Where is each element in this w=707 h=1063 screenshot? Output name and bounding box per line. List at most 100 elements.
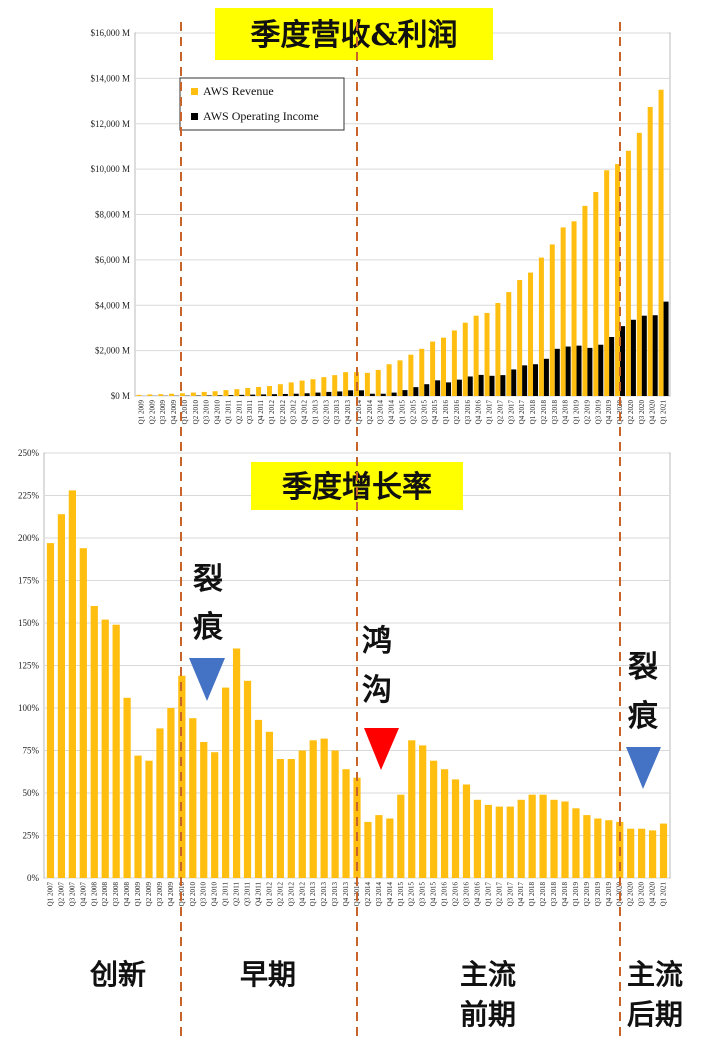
crack-1-char-2: 痕 <box>193 610 224 645</box>
x-tick-label: Q3 2015 <box>420 400 428 425</box>
bar-aws-operating-income-q1-2012 <box>271 394 277 396</box>
x-tick-label: Q3 2014 <box>377 400 385 425</box>
x-tick-label: Q2 2011 <box>235 400 243 425</box>
crack-2-char-2: 痕 <box>628 699 659 734</box>
bar-growth-q4-2010 <box>211 752 219 878</box>
bar-aws-revenue-q1-2015 <box>397 360 403 396</box>
bar-growth-q2-2008 <box>101 619 109 878</box>
x-tick-label: Q4 2009 <box>170 400 178 425</box>
bar-growth-q4-2014 <box>386 818 394 878</box>
legend-label-income: AWS Operating Income <box>203 109 319 123</box>
bar-aws-revenue-q3-2014 <box>375 369 381 396</box>
bar-aws-operating-income-q3-2011 <box>250 394 256 396</box>
bar-aws-revenue-q2-2018 <box>538 257 544 396</box>
bar-growth-q2-2009 <box>145 760 153 878</box>
x-tick-label: Q2 2015 <box>408 882 416 907</box>
bar-aws-operating-income-q2-2017 <box>500 375 506 396</box>
x-tick-label: Q3 2007 <box>68 882 76 907</box>
annotation-gap: 鸿 沟 <box>362 624 399 770</box>
x-tick-label: Q4 2008 <box>123 882 131 907</box>
bar-aws-revenue-q1-2012 <box>266 386 272 396</box>
bar-aws-revenue-q4-2012 <box>299 380 305 396</box>
bar-aws-operating-income-q3-2014 <box>380 393 386 396</box>
y-tick-label: 175% <box>18 576 40 586</box>
bar-aws-revenue-q4-2009 <box>169 393 175 396</box>
bar-growth-q4-2020 <box>648 830 657 878</box>
bar-aws-revenue-q2-2019 <box>582 205 588 396</box>
bar-growth-q3-2019 <box>594 818 602 878</box>
y-tick-label: $6,000 M <box>95 255 130 265</box>
x-tick-label: Q1 2015 <box>397 882 405 907</box>
revenue-legend: AWS Revenue AWS Operating Income <box>179 77 345 131</box>
bar-aws-operating-income-q3-2019 <box>598 344 604 396</box>
x-tick-label: Q3 2019 <box>594 882 602 907</box>
bar-growth-q4-2011 <box>254 719 263 878</box>
phase-dividers <box>180 22 621 1040</box>
bar-aws-revenue-q4-2010 <box>212 391 218 396</box>
bar-growth-q3-2012 <box>287 759 295 878</box>
x-tick-label: Q3 2012 <box>287 882 295 907</box>
revenue-chart: $0 M $2,000 M $4,000 M $6,000 M $8,000 M $10,… <box>90 8 671 425</box>
x-tick-label: Q4 2016 <box>475 400 483 425</box>
bar-aws-operating-income-q1-2019 <box>576 345 582 396</box>
y-tick-label: 150% <box>18 618 40 628</box>
bar-growth-q4-2017 <box>517 799 525 878</box>
phase-labels: 创新 早期 主流 前期 主流 后期 <box>89 958 683 1031</box>
x-tick-label: Q3 2020 <box>638 882 646 907</box>
bar-aws-revenue-q3-2009 <box>158 394 164 396</box>
x-tick-label: Q2 2020 <box>627 882 635 907</box>
bar-aws-operating-income-q4-2013 <box>348 390 354 396</box>
x-tick-label: Q2 2018 <box>540 400 548 425</box>
y-tick-label: 25% <box>23 831 40 841</box>
bar-aws-operating-income-q1-2020 <box>620 326 626 396</box>
bar-growth-q2-2012 <box>276 759 284 878</box>
bar-growth-q2-2018 <box>539 794 547 878</box>
x-tick-label: Q4 2010 <box>214 400 222 425</box>
x-tick-label: Q4 2015 <box>431 400 439 425</box>
x-tick-label: Q2 2018 <box>539 882 547 907</box>
x-tick-label: Q1 2012 <box>268 400 276 425</box>
bar-aws-operating-income-q2-2014 <box>369 393 375 396</box>
x-tick-label: Q1 2018 <box>529 400 537 425</box>
x-tick-label: Q1 2014 <box>355 400 363 425</box>
x-tick-label: Q1 2021 <box>660 400 668 425</box>
x-tick-label: Q3 2018 <box>550 882 558 907</box>
bar-aws-revenue-q3-2016 <box>462 322 468 396</box>
y-tick-label: 200% <box>18 533 40 543</box>
y-tick-label: $0 M <box>111 391 130 401</box>
bar-aws-revenue-q3-2017 <box>506 292 512 396</box>
bar-aws-revenue-q1-2019 <box>571 221 577 396</box>
x-tick-label: Q1 2012 <box>265 882 273 907</box>
bar-growth-q1-2015 <box>397 794 405 878</box>
x-tick-label: Q2 2008 <box>101 882 109 907</box>
bar-growth-q2-2013 <box>320 738 328 878</box>
bar-aws-revenue-q1-2009 <box>136 394 142 396</box>
x-tick-label: Q4 2014 <box>388 400 396 425</box>
x-tick-label: Q4 2009 <box>167 882 175 907</box>
x-tick-label: Q3 2015 <box>419 882 427 907</box>
x-tick-label: Q4 2017 <box>517 882 525 907</box>
x-tick-label: Q2 2011 <box>233 882 241 907</box>
y-tick-label: $2,000 M <box>95 346 130 356</box>
gap-char-1: 鸿 <box>362 624 392 659</box>
y-tick-label: $10,000 M <box>90 164 130 174</box>
bar-growth-q1-2011 <box>222 687 230 878</box>
bar-aws-revenue-q3-2019 <box>593 192 599 396</box>
x-tick-label: Q4 2017 <box>518 400 526 425</box>
bar-aws-revenue-q3-2020 <box>636 132 642 396</box>
x-tick-label: Q4 2020 <box>649 400 657 425</box>
x-tick-label: Q4 2014 <box>386 882 394 907</box>
x-tick-label: Q4 2012 <box>301 400 309 425</box>
bar-aws-operating-income-q1-2013 <box>315 392 321 396</box>
bar-growth-q1-2014 <box>353 777 361 878</box>
phase-label-innovation: 创新 <box>89 958 146 991</box>
bar-aws-revenue-q1-2010 <box>179 393 185 396</box>
x-tick-label: Q2 2010 <box>192 400 200 425</box>
y-tick-label: 75% <box>23 746 40 756</box>
revenue-bars <box>136 89 669 397</box>
bar-aws-revenue-q1-2017 <box>484 312 490 396</box>
x-tick-label: Q3 2020 <box>638 400 646 425</box>
x-tick-label: Q1 2016 <box>441 882 449 907</box>
x-tick-label: Q1 2015 <box>399 400 407 425</box>
bar-growth-q3-2013 <box>331 750 339 878</box>
